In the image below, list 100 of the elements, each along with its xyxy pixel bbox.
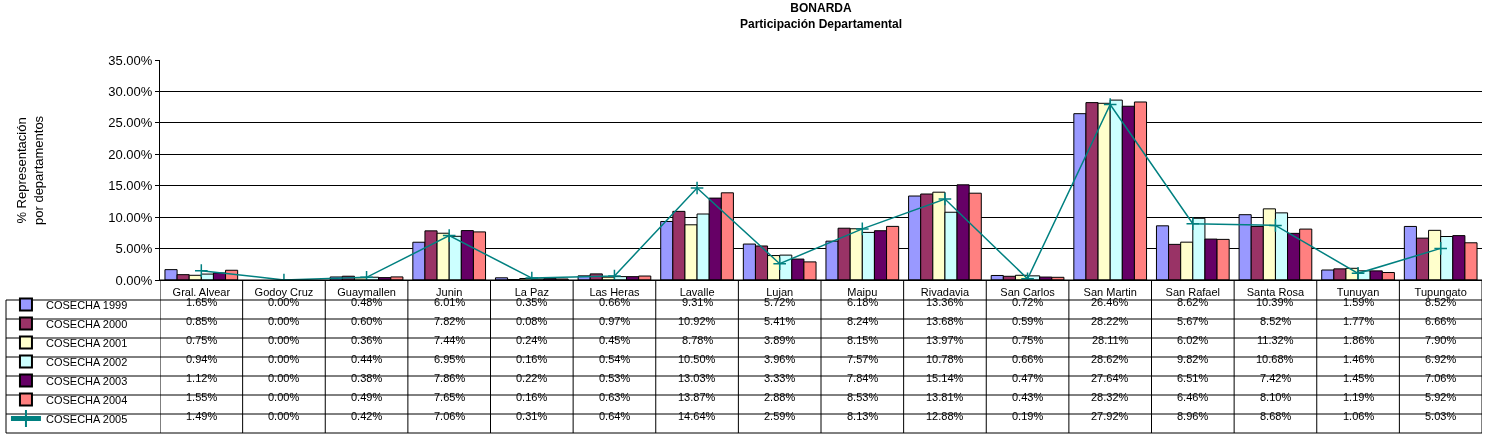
- data-label: 8.13%: [847, 410, 879, 422]
- data-label: 7.65%: [434, 391, 466, 403]
- data-label: 8.62%: [1177, 296, 1209, 308]
- data-label: 0.75%: [1012, 334, 1044, 346]
- chart-title: BONARDA: [790, 1, 852, 15]
- data-label: 0.97%: [599, 315, 631, 327]
- data-label: 0.19%: [1012, 410, 1044, 422]
- legend-label: COSECHA 2004: [45, 393, 128, 406]
- data-label: 27.92%: [1091, 410, 1129, 422]
- data-label: 1.49%: [186, 410, 218, 422]
- legend-label: COSECHA 2003: [45, 374, 128, 387]
- data-label: 9.31%: [682, 296, 714, 308]
- x-tick-label: San Carlos: [1000, 286, 1056, 299]
- data-label: 5.67%: [1177, 315, 1209, 327]
- y-tick-label: 30.00%: [108, 83, 153, 99]
- data-label: 0.94%: [186, 353, 218, 365]
- data-label: 0.38%: [351, 372, 383, 384]
- x-tick-label: Junin: [436, 286, 463, 299]
- y-tick-label: 25.00%: [108, 115, 153, 131]
- data-label: 0.35%: [516, 296, 548, 308]
- data-label: 10.68%: [1256, 353, 1294, 365]
- y-tick-label: 0.00%: [115, 272, 153, 288]
- data-label: 2.88%: [764, 391, 796, 403]
- data-label: 13.68%: [926, 315, 964, 327]
- data-label: 0.45%: [599, 334, 631, 346]
- data-label: 8.78%: [682, 334, 714, 346]
- data-label: 13.03%: [678, 372, 716, 384]
- data-label: 0.59%: [1012, 315, 1044, 327]
- data-label: 27.64%: [1091, 372, 1129, 384]
- data-label: 0.00%: [268, 315, 300, 327]
- x-tick-label: Guaymallen: [337, 286, 396, 299]
- data-label: 28.62%: [1091, 353, 1129, 365]
- data-label: 0.36%: [351, 334, 383, 346]
- y-axis-title: % Representación por departamentos: [14, 115, 46, 225]
- legend-label: COSECHA 2000: [45, 317, 128, 330]
- data-label: 13.97%: [926, 334, 964, 346]
- data-label: 7.90%: [1425, 334, 1457, 346]
- data-label: 0.63%: [599, 391, 631, 403]
- data-label: 1.46%: [1343, 353, 1375, 365]
- data-label: 1.06%: [1343, 410, 1375, 422]
- data-label: 0.85%: [186, 315, 218, 327]
- data-label: 2.59%: [764, 410, 796, 422]
- data-label: 3.96%: [764, 353, 796, 365]
- data-label: 1.77%: [1343, 315, 1375, 327]
- data-label: 3.89%: [764, 334, 796, 346]
- x-tick-label: Tupungato: [1414, 286, 1467, 299]
- data-label: 0.00%: [268, 353, 300, 365]
- data-label: 0.00%: [268, 334, 300, 346]
- x-tick-label: Gral. Alvear: [172, 286, 231, 299]
- data-label: 1.45%: [1343, 372, 1375, 384]
- data-label: 0.60%: [351, 315, 383, 327]
- data-label: 0.66%: [599, 296, 631, 308]
- x-tick-label: Lavalle: [679, 286, 715, 299]
- legend-label: COSECHA 1999: [45, 298, 128, 311]
- y-tick-label: 20.00%: [108, 146, 153, 162]
- y-tick-label: 35.00%: [108, 52, 153, 68]
- data-label: 8.15%: [847, 334, 879, 346]
- data-label: 6.51%: [1177, 372, 1209, 384]
- x-tick-label: Tunuyan: [1336, 286, 1380, 299]
- data-label: 13.81%: [926, 391, 964, 403]
- data-label: 28.11%: [1092, 334, 1129, 346]
- data-label: 10.39%: [1256, 296, 1294, 308]
- x-tick-label: Las Heras: [589, 286, 640, 299]
- data-label: 13.36%: [926, 296, 964, 308]
- data-label: 11.32%: [1257, 334, 1294, 346]
- data-label: 6.95%: [434, 353, 466, 365]
- data-label: 8.52%: [1260, 315, 1292, 327]
- chart-subtitle: Participación Departamental: [739, 16, 903, 31]
- data-label: 0.16%: [516, 353, 548, 365]
- data-label: 26.46%: [1091, 296, 1129, 308]
- y-tick-label: 15.00%: [108, 178, 153, 194]
- data-label: 6.46%: [1177, 391, 1209, 403]
- data-label: 8.10%: [1260, 391, 1292, 403]
- y-tick-label: 10.00%: [108, 209, 153, 225]
- data-label: 6.01%: [434, 296, 466, 308]
- data-label: 10.50%: [678, 353, 716, 365]
- data-label: 5.03%: [1425, 410, 1457, 422]
- data-label: 0.44%: [351, 353, 383, 365]
- data-label: 1.55%: [186, 391, 218, 403]
- x-tick-label: Santa Rosa: [1246, 286, 1306, 299]
- data-label: 0.08%: [516, 315, 548, 327]
- data-label: 0.47%: [1012, 372, 1044, 384]
- data-label: 10.78%: [926, 353, 964, 365]
- data-label: 10.92%: [678, 315, 716, 327]
- data-label: 0.22%: [516, 372, 548, 384]
- data-label: 0.75%: [186, 334, 218, 346]
- y-tick-label: 5.00%: [115, 241, 153, 257]
- data-label: 0.00%: [268, 391, 300, 403]
- data-label: 7.06%: [434, 410, 466, 422]
- data-label: 5.92%: [1425, 391, 1457, 403]
- data-label: 1.86%: [1343, 334, 1375, 346]
- x-tick-label: Rivadavia: [920, 286, 970, 299]
- x-tick-label: Maipu: [847, 286, 878, 299]
- x-tick-label: San Rafael: [1165, 286, 1221, 299]
- data-label: 8.53%: [847, 391, 879, 403]
- x-tick-label: Lujan: [766, 286, 794, 299]
- data-label: 6.02%: [1177, 334, 1209, 346]
- data-label: 0.42%: [351, 410, 383, 422]
- data-label: 0.66%: [1012, 353, 1044, 365]
- data-label: 6.66%: [1425, 315, 1457, 327]
